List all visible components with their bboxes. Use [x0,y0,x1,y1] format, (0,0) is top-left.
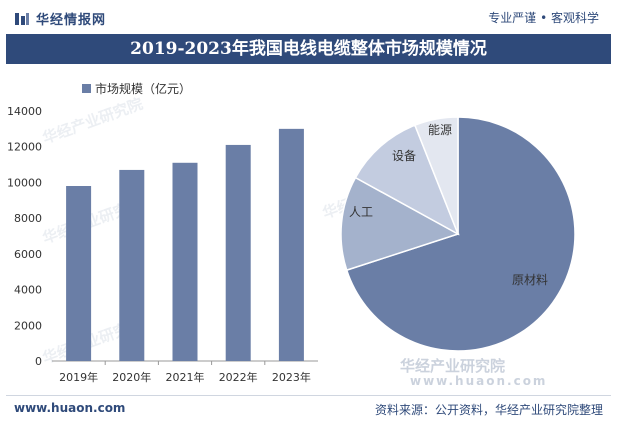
pie-slice [340,176,460,272]
bar [66,186,92,361]
watermark-logo: 华经产业研究院 [400,357,506,375]
pie-slice [354,124,460,236]
header-bar: 华经情报网 专业严谨 • 客观科学 [0,0,617,34]
legend: 市场规模（亿元） [82,81,191,96]
pie-slice [345,116,576,352]
bar-chart: 市场规模（亿元） 0 2000 4000 6000 8000 10000 12000 14000… [7,81,318,384]
x-tick-label: 2023年 [272,370,311,384]
pie-slice-label: 原材料 [512,273,548,287]
footer-url: www.huaon.com [14,401,126,415]
bar [278,128,304,361]
x-tick-label: 2022年 [219,370,258,384]
legend-label: 市场规模（亿元） [95,81,191,96]
x-tick-label: 2019年 [59,370,98,384]
y-tick-label: 0 [35,355,42,368]
pie-slice [413,116,459,235]
y-tick-label: 12000 [7,141,42,154]
pie-slice-label: 人工 [349,205,373,219]
bar [225,144,251,361]
y-tick-label: 2000 [14,319,42,332]
legend-swatch [82,84,91,93]
logo-text: 华经情报网 [36,13,107,28]
chart-title: 2019-2023年我国电线电缆整体市场规模情况 [6,34,611,64]
y-tick-label: 14000 [7,105,42,118]
bar [119,169,145,361]
slogan: 专业严谨 • 客观科学 [488,11,599,25]
pie-slice-label: 设备 [392,149,416,163]
watermark-url: www.huaon.com [410,374,548,388]
y-tick-label: 6000 [14,248,42,261]
y-tick-label: 10000 [7,176,42,189]
y-tick-label: 4000 [14,284,42,297]
logo-icon [15,12,29,25]
x-tick-label: 2021年 [166,370,205,384]
footer-source: 资料来源：公开资料，华经产业研究院整理 [374,403,603,417]
y-tick-label: 8000 [14,212,42,225]
chart-area: 市场规模（亿元） 0 2000 4000 6000 8000 10000 12000 14000… [7,81,576,384]
bar [172,162,198,361]
x-tick-label: 2020年 [112,370,151,384]
logo: 华经情报网 [14,9,106,28]
pie-slice-label: 能源 [428,123,452,137]
footer-divider [6,395,611,396]
